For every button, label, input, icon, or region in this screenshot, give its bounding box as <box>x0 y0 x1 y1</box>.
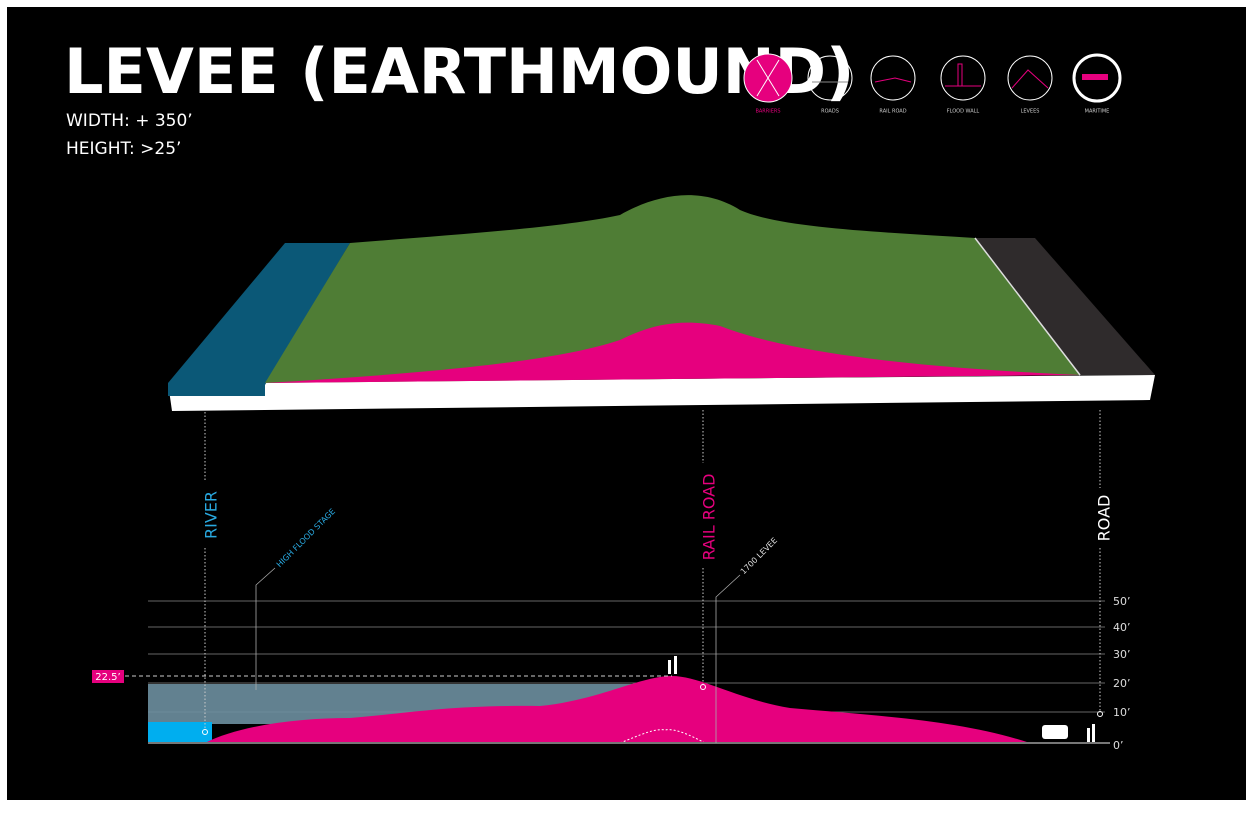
icon-label: MARITIME <box>1085 109 1110 115</box>
person <box>1092 724 1095 742</box>
river-surface <box>168 243 350 396</box>
point <box>202 729 208 735</box>
icon-wall <box>945 63 981 87</box>
icon <box>1007 55 1053 101</box>
icon-cross <box>756 59 780 97</box>
river-water <box>148 722 212 743</box>
person <box>668 660 671 674</box>
road-edge <box>974 237 1081 376</box>
icons <box>743 53 1122 103</box>
icon-label: ROADS <box>821 109 839 115</box>
annotation-leader <box>255 567 276 690</box>
icon-label: FLOOD WALL <box>947 109 980 115</box>
section <box>148 600 1105 713</box>
leaders <box>204 410 1101 730</box>
icon-levee <box>1011 69 1049 89</box>
road-surface <box>975 238 1155 375</box>
section-label: RIVER <box>202 491 221 539</box>
annotation-leader <box>715 574 741 743</box>
icon <box>940 55 986 101</box>
icon <box>1072 53 1122 103</box>
icon <box>807 55 853 101</box>
title: LEVEE (EARTHMOUND) <box>64 35 854 108</box>
elevation-label: 20’ <box>1113 677 1131 690</box>
marker-box <box>92 670 124 683</box>
block <box>168 195 1155 411</box>
elevation-label: 0’ <box>1113 739 1124 752</box>
levee-surface <box>265 195 1080 383</box>
person <box>1087 728 1090 742</box>
spec-width: WIDTH: + 350’ <box>66 111 193 131</box>
elevation-label: 30’ <box>1113 648 1131 661</box>
levee-face <box>265 322 1080 383</box>
marker-label: 22.5’ <box>95 672 120 683</box>
section-label: ROAD <box>1095 495 1114 542</box>
section-label: RAIL ROAD <box>700 474 719 561</box>
levee-profile <box>205 676 1030 743</box>
icon-label: LEVEES <box>1021 109 1040 115</box>
icon-ship <box>1082 74 1108 80</box>
icon-label: BARRIERS <box>755 109 780 115</box>
point <box>700 684 706 690</box>
old-levee <box>619 729 706 744</box>
car <box>1042 725 1068 739</box>
icon-rail <box>874 77 912 83</box>
elevation-label: 40’ <box>1113 621 1131 634</box>
elevation-label: 50’ <box>1113 595 1131 608</box>
person <box>674 656 677 674</box>
figures <box>668 656 1095 742</box>
block-base <box>168 375 1155 411</box>
point <box>1097 711 1103 717</box>
spec-height: HEIGHT: >25’ <box>66 139 181 159</box>
elevation-label: 10’ <box>1113 706 1131 719</box>
icon <box>870 55 916 101</box>
icon-label: RAIL ROAD <box>879 109 906 115</box>
